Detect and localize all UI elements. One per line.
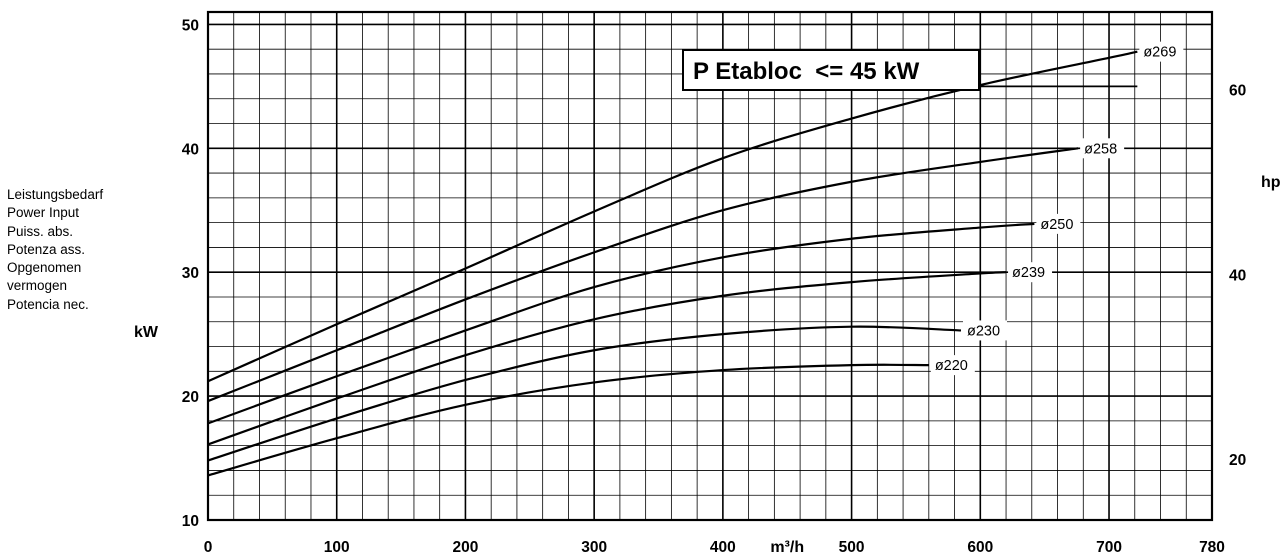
series-label-bg bbox=[1036, 213, 1081, 234]
series-label-bg bbox=[1139, 41, 1184, 62]
y-axis-label-line: Potenza ass. bbox=[7, 241, 86, 257]
series-label: ø258 bbox=[1084, 141, 1117, 157]
chart-title-box: P Etabloc <= 45 kW bbox=[682, 49, 980, 91]
y-axis-label-line: Potencia nec. bbox=[7, 296, 89, 312]
series-line bbox=[207, 325, 962, 462]
y2-tick-label: 20 bbox=[1229, 452, 1246, 469]
series-line bbox=[207, 50, 1138, 383]
x-tick-label: 0 bbox=[204, 539, 213, 556]
y-tick-label: 10 bbox=[182, 513, 199, 530]
series-line bbox=[207, 147, 1079, 403]
plot-frame bbox=[206, 10, 1214, 522]
x-tick-label: 780 bbox=[1199, 539, 1225, 556]
series-label: ø269 bbox=[1143, 45, 1176, 61]
x-tick-label: 100 bbox=[324, 539, 350, 556]
x-tick-label: 700 bbox=[1096, 539, 1122, 556]
series-line bbox=[207, 222, 1035, 425]
y-tick-label: 50 bbox=[182, 17, 199, 34]
series-label-bg bbox=[1080, 138, 1125, 159]
series-label: ø250 bbox=[1040, 217, 1073, 233]
y-axis-label-line: Puiss. abs. bbox=[7, 223, 74, 239]
x-tick-label: 400 bbox=[710, 539, 736, 556]
y-tick-labels: 10 20 30 40 50 bbox=[182, 17, 199, 530]
y-tick-label: 20 bbox=[182, 389, 199, 406]
y2-unit-label: hp bbox=[1261, 174, 1281, 191]
y2-tick-label: 40 bbox=[1229, 267, 1246, 284]
x-tick-labels: 0 100 200 300 400 500 600 700 780 bbox=[204, 539, 1225, 556]
series-line bbox=[207, 271, 1007, 446]
y-axis-label-line: Opgenomen bbox=[7, 260, 82, 276]
y-tick-label: 30 bbox=[182, 265, 199, 282]
y-axis-label-line: Leistungsbedarf bbox=[7, 187, 104, 202]
y2-tick-labels: 20 40 60 bbox=[1229, 83, 1246, 470]
y-tick-label: 40 bbox=[182, 141, 199, 158]
chart-title: P Etabloc <= 45 kW bbox=[693, 58, 920, 85]
y-axis-description: Leistungsbedarf Power Input Puiss. abs. … bbox=[7, 186, 103, 314]
x-unit-label: m³/h bbox=[770, 539, 804, 556]
x-tick-label: 600 bbox=[967, 539, 993, 556]
series-label-bg bbox=[963, 320, 1007, 341]
x-tick-label: 500 bbox=[839, 539, 865, 556]
y2-tick-label: 60 bbox=[1229, 83, 1246, 100]
series-label-bg bbox=[930, 355, 975, 376]
x-tick-label: 200 bbox=[452, 539, 478, 556]
series-line bbox=[207, 363, 929, 477]
series-label: ø239 bbox=[1012, 265, 1045, 281]
y-unit-label: kW bbox=[134, 324, 159, 341]
series-label-bg bbox=[1008, 262, 1053, 283]
series-label: ø220 bbox=[935, 358, 968, 374]
y-axis-label-line: vermogen bbox=[7, 278, 68, 294]
x-tick-label: 300 bbox=[581, 539, 607, 556]
y-axis-label-line: Power Input bbox=[7, 205, 80, 221]
curves: ø269 ø258 ø250 ø239 ø230 ø220 bbox=[207, 41, 1184, 477]
series-label: ø230 bbox=[967, 323, 1000, 339]
